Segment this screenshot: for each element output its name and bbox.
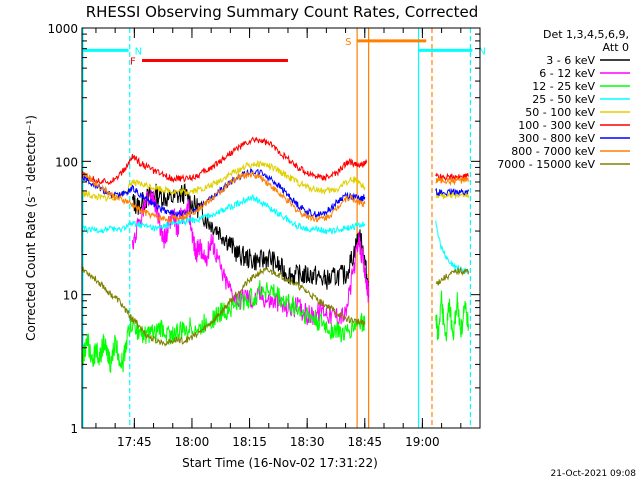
x-tick-label-4: 18:45 bbox=[347, 435, 382, 449]
legend-header-line-1: Det 1,3,4,5,6,9, bbox=[543, 28, 629, 41]
legend-entry-label-8: 7000 - 15000 keV bbox=[497, 158, 595, 171]
series-8-segment-1 bbox=[435, 266, 469, 286]
legend-entry-label-0: 3 - 6 keV bbox=[546, 54, 595, 67]
series-3-segment-0 bbox=[82, 193, 366, 235]
flag-label-0: F bbox=[130, 57, 136, 68]
x-tick-label-5: 19:00 bbox=[405, 435, 440, 449]
y-tick-label-2: 100 bbox=[55, 155, 78, 169]
series-0-segment-0 bbox=[131, 183, 370, 298]
flag-label-3: S bbox=[345, 37, 351, 48]
series-6-segment-1 bbox=[435, 187, 469, 197]
series-5-segment-1 bbox=[435, 172, 469, 182]
y-tick-label-3: 1000 bbox=[47, 22, 78, 36]
legend-entry-label-5: 100 - 300 keV bbox=[518, 119, 595, 132]
x-tick-label-0: 17:45 bbox=[117, 435, 152, 449]
flag-label-1: N bbox=[135, 46, 142, 57]
flag-label-2: N bbox=[478, 46, 485, 57]
legend-entry-label-4: 50 - 100 keV bbox=[525, 106, 595, 119]
legend-entry-label-3: 25 - 50 keV bbox=[532, 93, 595, 106]
y-tick-label-1: 10 bbox=[63, 289, 78, 303]
series-8-segment-0 bbox=[81, 266, 366, 347]
legend-entry-label-6: 300 - 800 keV bbox=[518, 132, 595, 145]
x-tick-label-2: 18:15 bbox=[232, 435, 267, 449]
series-2-segment-0 bbox=[81, 280, 366, 373]
series-5-segment-0 bbox=[81, 136, 368, 186]
legend-entry-label-7: 800 - 7000 keV bbox=[511, 145, 595, 158]
plot-frame bbox=[81, 27, 481, 429]
legend-entry-label-2: 12 - 25 keV bbox=[532, 80, 595, 93]
series-3-segment-1 bbox=[435, 220, 469, 274]
y-axis-label: Corrected Count Rate (s⁻¹ detector⁻¹) bbox=[24, 115, 38, 341]
timestamp: 21-Oct-2021 09:08 bbox=[551, 469, 637, 479]
x-axis-label: Start Time (16-Nov-02 17:31:22) bbox=[182, 456, 378, 470]
series-7-segment-1 bbox=[435, 175, 469, 187]
legend-header-line-2: Att 0 bbox=[603, 41, 629, 54]
series-7-segment-0 bbox=[81, 171, 366, 223]
x-tick-label-1: 18:00 bbox=[175, 435, 210, 449]
series-4-segment-0 bbox=[81, 160, 366, 203]
series-2-segment-1 bbox=[435, 290, 469, 342]
x-tick-label-3: 18:30 bbox=[290, 435, 325, 449]
legend-entry-label-1: 6 - 12 keV bbox=[539, 67, 595, 80]
chart-title: RHESSI Observing Summary Count Rates, Co… bbox=[86, 3, 479, 21]
y-tick-label-0: 1 bbox=[70, 422, 78, 436]
